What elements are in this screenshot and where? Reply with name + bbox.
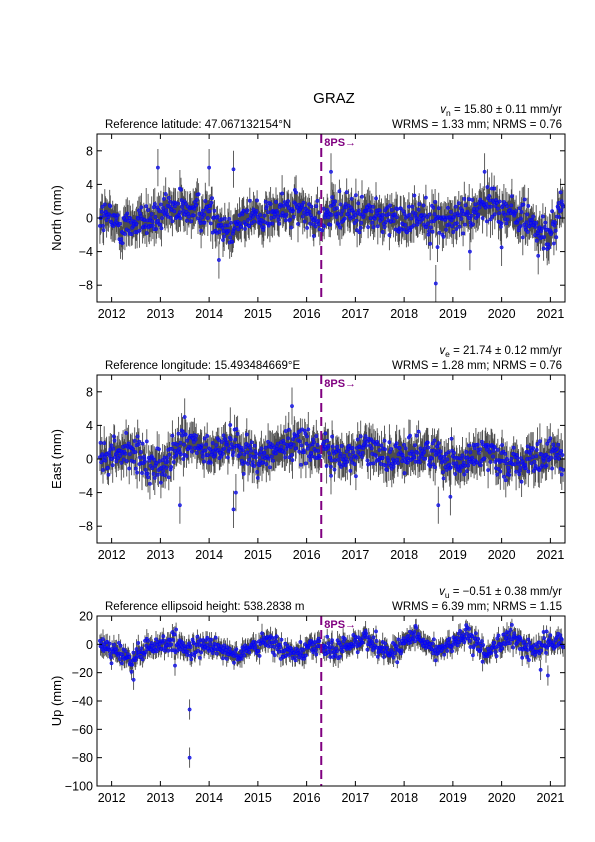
x-tick-label: 2014 xyxy=(195,548,223,562)
event-label: 8PS→ xyxy=(324,378,356,390)
x-tick-label: 2021 xyxy=(536,791,564,805)
panel-up: Reference ellipsoid height: 538.2838 m WR… xyxy=(49,586,566,805)
data-points xyxy=(97,387,565,528)
velocity-subscript: e xyxy=(445,349,450,359)
x-tick-label: 2018 xyxy=(390,548,418,562)
x-tick-label: 2017 xyxy=(341,548,369,562)
y-axis-label: North (mm) xyxy=(49,185,64,251)
x-tick-label: 2014 xyxy=(195,307,223,321)
x-axis: 2012 2013 2014 2015 2016 2017 2018 2019 2020 2021 xyxy=(98,616,564,805)
x-tick-label: 2021 xyxy=(536,548,564,562)
event-label: 8PS→ xyxy=(324,137,356,149)
x-tick-label: 2013 xyxy=(146,307,174,321)
data-markers xyxy=(97,404,565,512)
y-tick-label: −40 xyxy=(72,695,93,709)
x-tick-label: 2019 xyxy=(439,307,467,321)
x-tick-label: 2012 xyxy=(98,791,126,805)
data-markers xyxy=(97,165,565,286)
velocity-value: = −0.51 ± 0.38 mm/yr xyxy=(450,586,563,598)
y-axis: −100 −80 −60 −40 −20 0 20 xyxy=(65,610,565,794)
x-tick-label: 2016 xyxy=(293,307,321,321)
x-tick-label: 2015 xyxy=(244,791,272,805)
x-axis: 2012 2013 2014 2015 2016 2017 2018 2019 2020 2021 xyxy=(98,375,564,562)
velocity-value: = 21.74 ± 0.12 mm/yr xyxy=(450,345,562,357)
x-tick-label: 2012 xyxy=(98,307,126,321)
y-axis-label: East (mm) xyxy=(49,429,64,489)
y-tick-label: 8 xyxy=(86,144,93,158)
y-tick-label: −8 xyxy=(79,279,93,293)
velocity-label: ve = 21.74 ± 0.12 mm/yr xyxy=(439,345,562,359)
x-tick-label: 2015 xyxy=(244,307,272,321)
x-tick-label: 2020 xyxy=(488,791,516,805)
x-tick-label: 2020 xyxy=(488,548,516,562)
x-tick-label: 2020 xyxy=(488,307,516,321)
y-tick-label: 0 xyxy=(86,453,93,467)
velocity-label: vn = 15.80 ± 0.11 mm/yr xyxy=(440,104,562,118)
velocity-subscript: n xyxy=(446,108,451,118)
y-tick-label: −8 xyxy=(79,520,93,534)
y-tick-label: −4 xyxy=(79,245,93,259)
x-tick-label: 2017 xyxy=(341,791,369,805)
data-points xyxy=(97,618,565,768)
y-tick-label: −20 xyxy=(72,666,93,680)
x-tick-label: 2012 xyxy=(98,548,126,562)
panel-north: Reference latitude: 47.067132154°N WRMS =… xyxy=(49,104,566,321)
velocity-symbol: v xyxy=(440,104,447,116)
stats-label: WRMS = 1.33 mm; NRMS = 0.76 xyxy=(392,119,562,131)
x-tick-label: 2016 xyxy=(293,548,321,562)
velocity-label: vu = −0.51 ± 0.38 mm/yr xyxy=(439,586,562,600)
x-tick-label: 2019 xyxy=(439,791,467,805)
x-tick-label: 2013 xyxy=(146,548,174,562)
data-points xyxy=(97,149,565,302)
y-tick-label: −80 xyxy=(72,751,93,765)
y-tick-label: 0 xyxy=(86,638,93,652)
x-tick-label: 2018 xyxy=(390,791,418,805)
y-tick-label: −60 xyxy=(72,723,93,737)
panel-east: Reference longitude: 15.493484669°E WRMS … xyxy=(49,345,566,562)
y-tick-label: 8 xyxy=(86,385,93,399)
velocity-subscript: u xyxy=(445,590,450,600)
x-tick-label: 2021 xyxy=(536,307,564,321)
figure-title: GRAZ xyxy=(313,90,355,107)
y-tick-label: 4 xyxy=(86,419,93,433)
y-tick-label: −100 xyxy=(65,780,93,794)
y-axis: −8 −4 0 4 8 xyxy=(79,385,565,534)
reference-label: Reference longitude: 15.493484669°E xyxy=(105,360,300,372)
stats-label: WRMS = 6.39 mm; NRMS = 1.15 xyxy=(392,601,562,613)
y-axis: −8 −4 0 4 8 xyxy=(79,144,565,293)
x-axis: 2012 2013 2014 2015 2016 2017 2018 2019 2020 2021 xyxy=(98,134,564,321)
y-tick-label: 0 xyxy=(86,212,93,226)
reference-label: Reference latitude: 47.067132154°N xyxy=(105,119,291,131)
x-tick-label: 2019 xyxy=(439,548,467,562)
x-tick-label: 2015 xyxy=(244,548,272,562)
velocity-symbol: v xyxy=(439,345,446,357)
event-label: 8PS→ xyxy=(324,619,356,631)
data-markers xyxy=(97,623,565,760)
y-tick-label: −4 xyxy=(79,486,93,500)
velocity-value: = 15.80 ± 0.11 mm/yr xyxy=(451,104,562,116)
y-axis-label: Up (mm) xyxy=(49,676,64,727)
x-tick-label: 2014 xyxy=(195,791,223,805)
y-tick-label: 4 xyxy=(86,178,93,192)
reference-label: Reference ellipsoid height: 538.2838 m xyxy=(105,601,304,613)
stats-label: WRMS = 1.28 mm; NRMS = 0.76 xyxy=(392,360,562,372)
x-tick-label: 2018 xyxy=(390,307,418,321)
y-tick-label: 20 xyxy=(79,610,93,624)
x-tick-label: 2017 xyxy=(341,307,369,321)
x-tick-label: 2016 xyxy=(293,791,321,805)
x-tick-label: 2013 xyxy=(146,791,174,805)
velocity-symbol: v xyxy=(439,586,446,598)
